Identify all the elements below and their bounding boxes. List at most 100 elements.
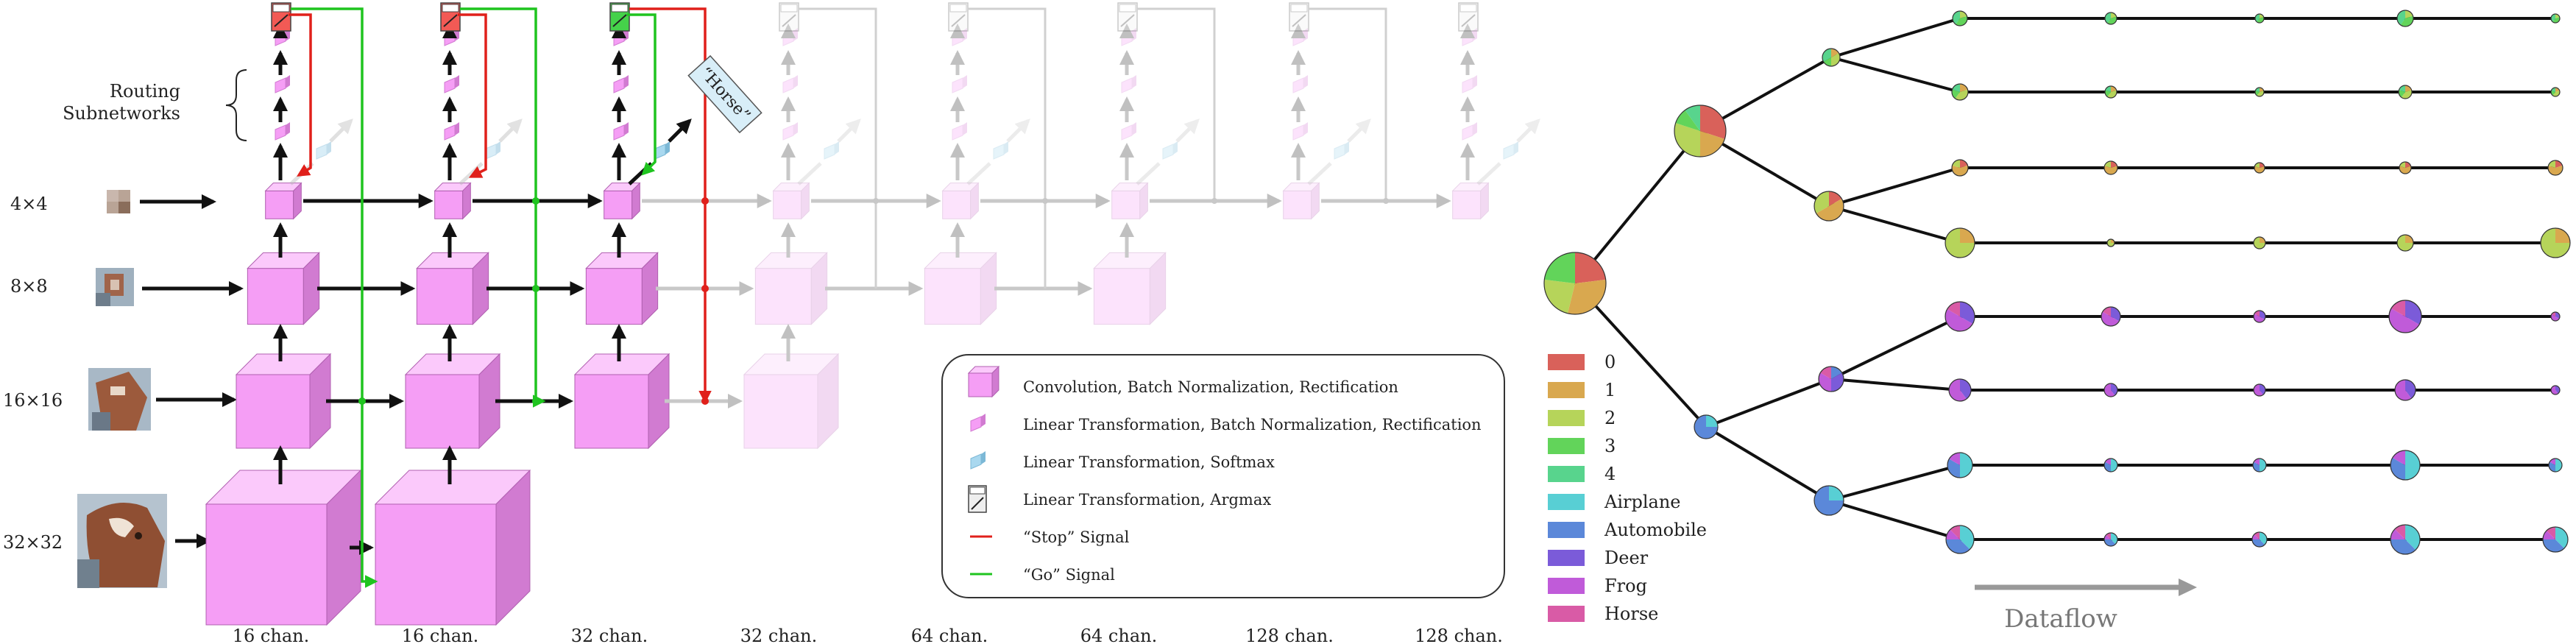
- routing-label-line2: Subnetworks: [63, 103, 180, 124]
- argmax-block-col6: [1117, 2, 1138, 32]
- legend-item-conv: Convolution, Batch Normalization, Rectif…: [967, 365, 1398, 398]
- conv-cube-r8-col4: [754, 252, 828, 325]
- tree-leaf-node-4-1: [2101, 306, 2121, 327]
- class-label-5: Airplane: [1604, 492, 1681, 512]
- tree-leaf-node-0-1: [2104, 12, 2117, 25]
- thumb-8x8: [96, 268, 134, 306]
- routing-block-2-col7: [1292, 75, 1308, 93]
- tree-leaf-node-5-4: [2550, 385, 2561, 395]
- architecture-graph: [140, 2, 1540, 626]
- routing-block-2-col1: [275, 75, 290, 93]
- thumb-16x16: [88, 368, 151, 431]
- argmax-block-col8: [1458, 2, 1479, 32]
- tree-edge-b-2: [1705, 378, 1832, 428]
- tree-leaf-node-0-3: [2396, 10, 2414, 27]
- class-swatch-6: [1548, 522, 1585, 538]
- tree-leaf-node-2-4: [2547, 160, 2563, 176]
- legend-item-go-line: “Go” Signal: [970, 566, 1115, 584]
- stop-signal-col2: [458, 13, 487, 178]
- chan-label-2: 16 chan.: [402, 626, 478, 644]
- argmax-block-col1: [271, 2, 291, 32]
- stop-signal-col3: [629, 7, 712, 404]
- legend-item-argmax: Linear Transformation, Argmax: [968, 485, 1271, 513]
- faded-signal-col4: [799, 7, 877, 289]
- tree-leaf-node-5-3: [2394, 379, 2416, 401]
- res-label-8: 8×8: [10, 276, 48, 297]
- class-label-7: Deer: [1604, 548, 1649, 568]
- conv-cube-r8-col3: [585, 252, 659, 325]
- faded-junction-col5: [1042, 198, 1048, 204]
- argmax-block-col7: [1289, 2, 1309, 32]
- tree-leaf-node-6-2: [2252, 458, 2267, 473]
- tree-leaf-node-1-1: [2104, 85, 2117, 99]
- softmax-block-col8: [1503, 141, 1518, 160]
- dataflow-label: Dataflow: [2004, 604, 2117, 634]
- routing-block-1-col6: [1121, 122, 1136, 141]
- softmax-block-col1: [316, 141, 331, 160]
- tree-edge-l2-leaf3: [1828, 205, 1961, 244]
- argmax-block-col5: [948, 2, 969, 32]
- thumb-4x4: [107, 190, 130, 213]
- tree-leaf-node-3-2: [2253, 236, 2266, 250]
- legend-frame: [941, 354, 1505, 598]
- tree-edge-root-b: [1574, 282, 1708, 428]
- tree-node-l2-1: [1814, 191, 1844, 222]
- tree-leaf-node-4-2: [2253, 310, 2266, 323]
- legend-linear-bn-icon: [970, 414, 986, 432]
- tree-leaf-node-6-3: [2390, 450, 2421, 481]
- tree-leaf-node-7-2: [2251, 531, 2268, 548]
- tree-node-root: [1543, 252, 1607, 315]
- faded-junction-col4: [873, 198, 879, 204]
- res-label-16: 16×16: [3, 390, 63, 411]
- class-label-6: Automobile: [1604, 520, 1707, 540]
- conv-cube-r4-col6: [1111, 182, 1149, 220]
- res-label-32: 32×32: [3, 532, 63, 553]
- conv-cube-r8-col1: [247, 252, 320, 325]
- routing-block-2-col4: [782, 75, 798, 93]
- softmax-block-col3: [654, 141, 670, 160]
- class-swatch-2: [1548, 410, 1585, 426]
- tree-edge-l2-leaf7: [1828, 499, 1961, 541]
- softmax-branch-col4: [797, 118, 861, 185]
- input-thumbnails: [77, 190, 167, 588]
- softmax-block-col6: [1162, 141, 1178, 160]
- class-swatch-0: [1548, 354, 1585, 370]
- softmax-block-col2: [485, 141, 500, 160]
- routing-block-2-col6: [1121, 75, 1136, 93]
- tree-edge-l2-leaf5: [1830, 378, 1961, 392]
- conv-cube-r4-col5: [941, 182, 980, 220]
- tree-leaf-node-6-4: [2548, 458, 2563, 473]
- conv-cube-r4-col1: [264, 182, 302, 220]
- tree-leaf-node-6-0: [1947, 452, 1973, 478]
- horse-output-label: “Horse”: [687, 54, 762, 134]
- conv-cube-r4-col8: [1451, 182, 1490, 220]
- softmax-branch-col6: [1136, 118, 1200, 185]
- class-label-3: 3: [1604, 436, 1616, 456]
- stop-junction-col3-4: [701, 197, 709, 205]
- conv-cube-r16-col2: [404, 353, 501, 450]
- tree-leaf-node-5-0: [1948, 378, 1972, 402]
- stop-junction-col3-16: [701, 397, 709, 405]
- tree-leaf-node-3-0: [1945, 227, 1975, 258]
- softmax-branch-col5: [966, 118, 1030, 185]
- tree-leaf-node-2-1: [2103, 160, 2118, 175]
- routing-block-2-col2: [444, 75, 459, 93]
- class-legend-item-8: Frog: [1548, 576, 1647, 596]
- class-legend-item-9: Horse: [1548, 604, 1658, 624]
- tree-leaf-node-1-0: [1951, 83, 1969, 101]
- tree-leaf-node-6-1: [2103, 458, 2118, 473]
- go-junction-col2-8: [532, 285, 539, 292]
- routing-block-2-col5: [952, 75, 967, 93]
- class-legend-item-0: 0: [1548, 352, 1616, 372]
- softmax-block-col4: [824, 141, 839, 160]
- tree-edge-root-a: [1574, 130, 1702, 285]
- class-legend-item-1: 1: [1548, 380, 1616, 400]
- routing-brace: [225, 69, 247, 141]
- routing-block-1-col2: [444, 122, 459, 141]
- legend-conv-icon: [967, 365, 1000, 398]
- chan-label-4: 32 chan.: [740, 626, 817, 644]
- conv-cube-r16-col1: [235, 353, 332, 450]
- legend-label-stop-line: “Stop” Signal: [1023, 528, 1130, 546]
- class-swatch-8: [1548, 578, 1585, 594]
